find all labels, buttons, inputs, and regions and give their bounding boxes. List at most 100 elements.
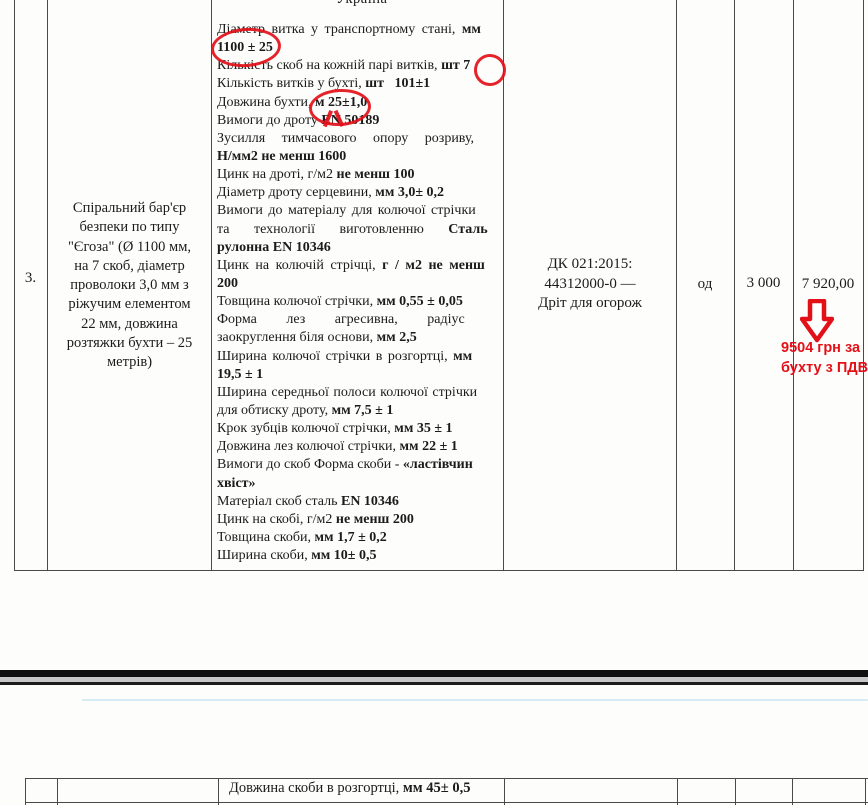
classification-cell: ДК 021:2015: 44312000-0 — Дріт для огорож (504, 255, 676, 314)
spec-line: Цинк на дроті, г/м2 не менш 100 (217, 166, 501, 184)
spec-text: Зусилля тимчасового опору розриву, (217, 130, 475, 146)
spec-value: мм 0,55 ± 0,05 (376, 294, 463, 310)
classification-line: Дріт для огорож (538, 295, 642, 311)
spec-text: Ширина середньої полоси колючої стрічки (217, 384, 478, 400)
spec-line: Діаметр витка у транспортному стані, мм (217, 21, 501, 39)
spec-text: Товщина колючої стрічки, (217, 294, 377, 310)
spec-line: Кількість витків у бухті, шт 101±1 (217, 75, 501, 93)
spec-value: 19,5 ± 1 (217, 366, 264, 382)
spec-line: та технології виготовленню Сталь (217, 221, 501, 239)
spec-value: г / м2 не менш (382, 257, 485, 273)
table-border (504, 778, 505, 805)
spec-value: мм 7,5 ± 1 (331, 402, 394, 418)
table-border (25, 802, 868, 803)
spec-value: шт 7 (441, 58, 471, 74)
spec-text: Цинк на дроті, г/м2 (217, 167, 337, 183)
spec-value: не менш 200 (335, 511, 414, 527)
spec-value: мм (453, 348, 473, 364)
spec-value: рулонна EN 10346 (217, 239, 331, 255)
spec-value: «ластівчин (402, 457, 473, 473)
spec-text: Вимоги до скоб Форма скоби - (217, 457, 403, 473)
item-name-line: на 7 скоб, діаметр (74, 257, 185, 274)
spec-value: мм 45± 0,5 (402, 780, 471, 796)
table-border (677, 778, 678, 805)
page-separator-bar (0, 670, 868, 677)
spec-line: Ширина колючої стрічки в розгортці, мм (217, 348, 501, 366)
table-border (735, 778, 736, 805)
spec-line: Вимоги до матеріалу для колючої стрічки (217, 202, 501, 220)
spec-value: мм 2,5 (376, 330, 417, 346)
item-name-line: "Єгоза" (Ø 1100 мм, (67, 238, 192, 255)
red-price-note-line: бухту з ПДВ (781, 359, 868, 376)
red-price-note-line: 9504 грн за (781, 340, 861, 356)
item-name-line: ріжучим елементом (68, 296, 191, 313)
table-border (863, 0, 864, 571)
page-separator-bar (0, 682, 868, 685)
spec-line: Крок зубців колючої стрічки, мм 35 ± 1 (217, 420, 501, 438)
spec-line: 200 (217, 275, 501, 293)
spec-text: Цинк на колючій стрічці, (217, 257, 383, 273)
spec-line: Н/мм2 не менш 1600 (217, 148, 501, 166)
spec-value: 200 (217, 275, 238, 291)
table-border (734, 0, 735, 571)
spec-text: Ширина колючої стрічки в розгортці, (217, 348, 454, 364)
spec-value: хвіст» (217, 475, 256, 491)
spec-line: Товщина скоби, мм 1,7 ± 0,2 (217, 529, 501, 547)
table-border (14, 570, 864, 571)
table-border (503, 0, 504, 571)
item-name-line: розтяжки бухти – 25 (66, 335, 193, 352)
spec-line: Вимоги до скоб Форма скоби - «ластівчин (217, 456, 501, 474)
table-border (676, 0, 677, 571)
spec-value: не менш 100 (336, 167, 415, 183)
spec-line: Ширина середньої полоси колючої стрічки (217, 384, 501, 402)
page-separator-bar (0, 677, 868, 682)
clipped-top-text: Україна (336, 0, 387, 8)
scan-artifact-line (82, 699, 868, 701)
spec-text: Матеріал скоб сталь (217, 493, 341, 509)
spec-value: Сталь (448, 221, 488, 237)
spec-line: Зусилля тимчасового опору розриву, (217, 130, 501, 148)
unit-cell: од (697, 276, 713, 292)
spec-line: 19,5 ± 1 (217, 366, 501, 384)
red-price-note: 9504 грн за бухту з ПДВ (781, 339, 868, 378)
spec-value: EN 10346 (340, 493, 399, 509)
table-border (793, 0, 794, 571)
spec-line: Діаметр дроту серцевини, мм 3,0± 0,2 (217, 184, 501, 202)
row-number: 3. (24, 270, 37, 286)
table-border (47, 0, 48, 571)
spec-line: Ширина скоби, мм 10± 0,5 (217, 547, 501, 565)
item-name-line: метрів) (106, 354, 153, 371)
table-border (25, 778, 26, 805)
specifications-cell: Діаметр витка у транспортному стані, мм 1… (217, 21, 501, 565)
spec-value: мм 3,0± 0,2 (375, 185, 445, 201)
item-name-line: Спіральний бар'єр (72, 200, 187, 216)
table-border (25, 778, 868, 779)
spec-line: Довжина бухти, м 25±1,0 (217, 94, 501, 112)
spec-text: та технології виготовленню (217, 221, 449, 237)
spec-value: мм (461, 22, 481, 37)
spec-line: заокруглення біля основи, мм 2,5 (217, 329, 501, 347)
price-cell: 7 920,00 (801, 276, 855, 292)
item-name-line: проволоки 3,0 мм з (70, 277, 189, 294)
item-name-line: 22 мм, довжина (81, 315, 178, 332)
spec-value: мм 10± 0,5 (311, 548, 377, 564)
spec-text: заокруглення біля основи, (217, 330, 377, 346)
table-border (218, 778, 219, 805)
spec-text: Діаметр витка у транспортному стані, (217, 22, 462, 37)
spec-text: Товщина скоби, (217, 529, 315, 545)
spec-line: 1100 ± 25 (217, 39, 501, 57)
spec-line: Форма лез агресивна, радіус (217, 311, 501, 329)
spec-line: Цинк на колючій стрічці, г / м2 не менш (217, 257, 501, 275)
spec-line: рулонна EN 10346 (217, 239, 501, 257)
spec-text: Ширина скоби, (217, 548, 312, 564)
spec-line: Довжина лез колючої стрічки, мм 22 ± 1 (217, 438, 501, 456)
spec-text: для обтиску дроту, (217, 402, 332, 418)
spec-text: Кількість скоб на кожній парі витків, (217, 58, 442, 74)
item-name-cell: Спіральний бар'єр безпеки по типу "Єгоза" … (49, 199, 210, 373)
item-name-line: безпеки по типу (79, 219, 180, 236)
spec-line: хвіст» (217, 475, 501, 493)
classification-line: 44312000-0 — (544, 275, 636, 292)
spec-value: Н/мм2 не менш 1600 (217, 148, 347, 164)
spec-text: Цинк на скобі, г/м2 (217, 511, 336, 527)
